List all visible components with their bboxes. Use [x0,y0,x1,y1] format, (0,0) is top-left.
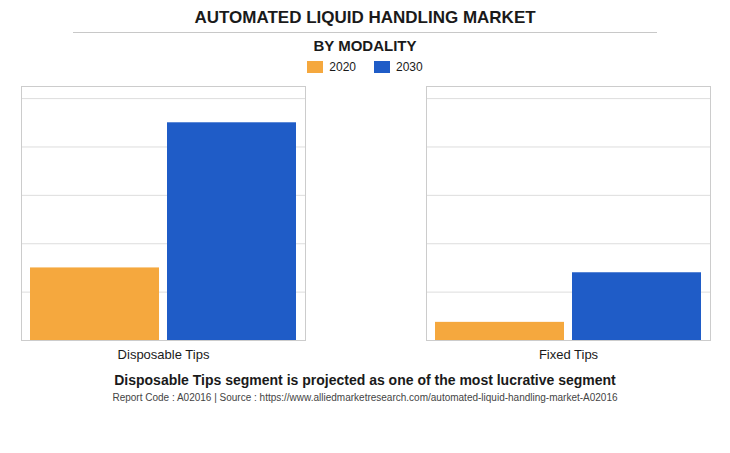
svg-text:Disposable Tips: Disposable Tips [118,347,210,362]
svg-text:Fixed Tips: Fixed Tips [539,347,599,362]
html-text:AUTOMATED LIQUID HANDLING MARK: AUTOMATED LIQUID HANDLING MARKET [194,8,536,27]
html-text:2030: 2030 [396,60,423,74]
html-text:BY MODALITY: BY MODALITY [313,37,417,54]
html-text:Report Code : A02016 | Source: Report Code : A02016 | Source : https://… [112,392,618,403]
html-text:2020: 2020 [329,60,356,74]
html-text:Disposable Tips segment is pro: Disposable Tips segment is projected as … [114,372,616,388]
